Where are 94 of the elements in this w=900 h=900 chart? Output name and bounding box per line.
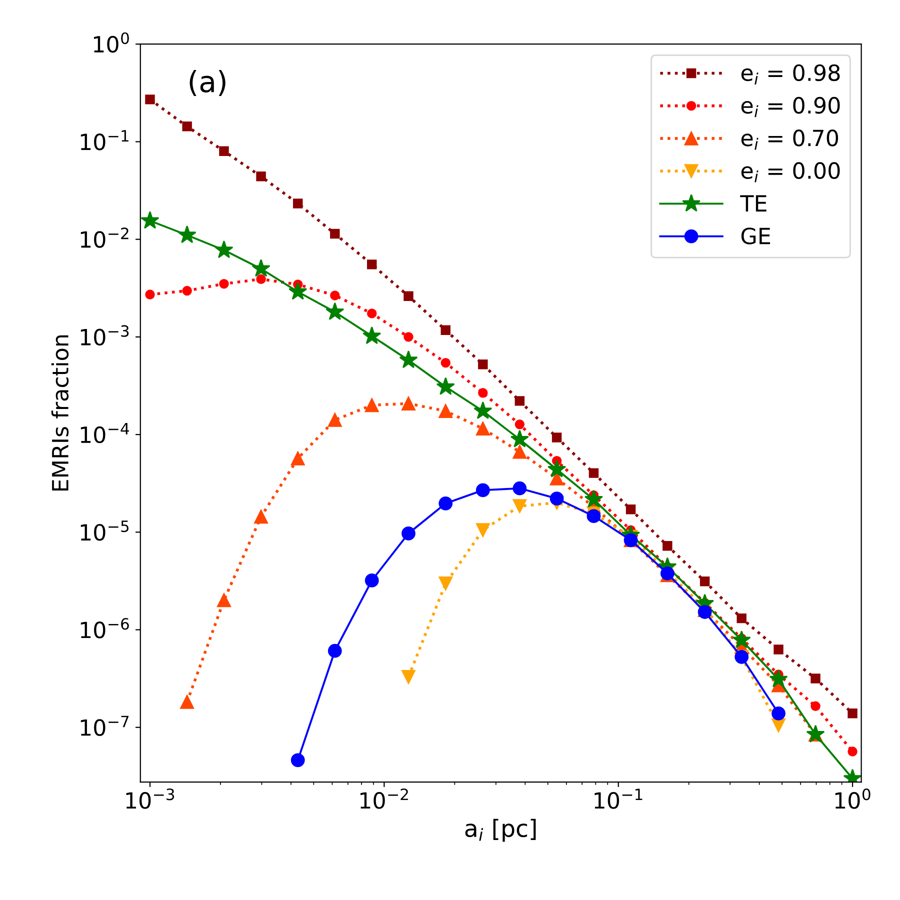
- point: [288, 282, 308, 300]
- point: [364, 398, 379, 412]
- point: [586, 509, 601, 524]
- point: [810, 701, 820, 712]
- point: [214, 240, 234, 258]
- y-axis-title: EMRIs fraction: [51, 335, 69, 491]
- point: [810, 674, 820, 684]
- point: [328, 413, 342, 427]
- point: [140, 211, 160, 229]
- point: [438, 576, 453, 590]
- point: [512, 444, 527, 459]
- point: [330, 228, 340, 239]
- point: [512, 499, 527, 514]
- point: [364, 574, 379, 588]
- point: [290, 753, 305, 768]
- point: [848, 746, 858, 756]
- point: [510, 430, 529, 448]
- point: [514, 396, 525, 406]
- point: [256, 274, 266, 284]
- point: [402, 526, 416, 540]
- point: [252, 259, 270, 277]
- point: [367, 308, 377, 318]
- point: [254, 510, 268, 524]
- point: [732, 630, 751, 648]
- point: [436, 377, 455, 395]
- legend-label: e$_{i}$ = 0.70: [741, 130, 838, 150]
- legend-label: e$_{i}$ = 0.90: [741, 96, 840, 118]
- point: [476, 523, 490, 538]
- y-tick-label: 10$^{−5}$: [80, 520, 129, 541]
- y-tick-label: 10$^{−7}$: [80, 716, 129, 736]
- point: [404, 332, 414, 342]
- x-tick-label: 10$^{−3}$: [126, 788, 174, 809]
- point: [217, 593, 231, 608]
- x-axis-title: a$_{i}$ [pc]: [465, 818, 536, 842]
- x-tick-label: 10$^{−2}$: [360, 788, 408, 809]
- y-tick-label: 10$^{−6}$: [80, 618, 129, 638]
- point: [478, 388, 488, 398]
- legend-label: e$_{i}$ = 0.98: [741, 64, 840, 84]
- point: [293, 198, 303, 208]
- point: [476, 483, 490, 498]
- point: [584, 490, 604, 508]
- point: [256, 172, 266, 182]
- point: [362, 326, 382, 344]
- point: [402, 670, 416, 684]
- point: [848, 708, 858, 718]
- point: [662, 540, 672, 551]
- point: [772, 706, 786, 720]
- annotation: (a): [190, 70, 226, 96]
- point: [219, 278, 229, 289]
- point: [145, 94, 155, 104]
- point: [698, 605, 712, 619]
- y-tick-label: 10$^{−1}$: [80, 130, 128, 150]
- point: [550, 472, 564, 486]
- point: [478, 360, 488, 370]
- point: [626, 504, 636, 514]
- point: [736, 613, 746, 624]
- point: [438, 404, 453, 418]
- legend-label: TE: [740, 195, 766, 212]
- point: [550, 492, 564, 506]
- point: [548, 460, 566, 478]
- point: [514, 420, 525, 430]
- point: [326, 302, 344, 320]
- point: [588, 468, 599, 478]
- point: [402, 396, 416, 410]
- point: [404, 291, 414, 301]
- point: [145, 290, 155, 300]
- x-tick-label: 10$^{0}$: [835, 788, 870, 809]
- point: [180, 695, 194, 709]
- point: [330, 290, 340, 300]
- point: [476, 422, 490, 436]
- point: [512, 481, 527, 496]
- point: [769, 670, 788, 688]
- point: [700, 576, 710, 586]
- point: [182, 122, 192, 132]
- point: [182, 286, 192, 296]
- point: [440, 358, 450, 368]
- point: [552, 432, 562, 442]
- point: [328, 644, 342, 658]
- y-tick-label: 10$^{−2}$: [80, 228, 128, 248]
- legend-label: GE: [741, 228, 770, 244]
- point: [440, 325, 450, 335]
- y-tick-label: 10$^{0}$: [94, 32, 129, 53]
- legend-label: e$_{i}$ = 0.00: [741, 162, 840, 182]
- point: [178, 225, 196, 244]
- y-tick-label: 10$^{−3}$: [80, 325, 129, 346]
- point: [474, 401, 492, 420]
- point: [774, 644, 784, 654]
- x-tick-label: 10$^{−1}$: [594, 788, 642, 809]
- point: [438, 496, 453, 510]
- point: [399, 350, 418, 368]
- point: [367, 260, 377, 270]
- point: [219, 146, 229, 156]
- y-tick-label: 10$^{−4}$: [80, 422, 130, 444]
- point: [290, 452, 305, 466]
